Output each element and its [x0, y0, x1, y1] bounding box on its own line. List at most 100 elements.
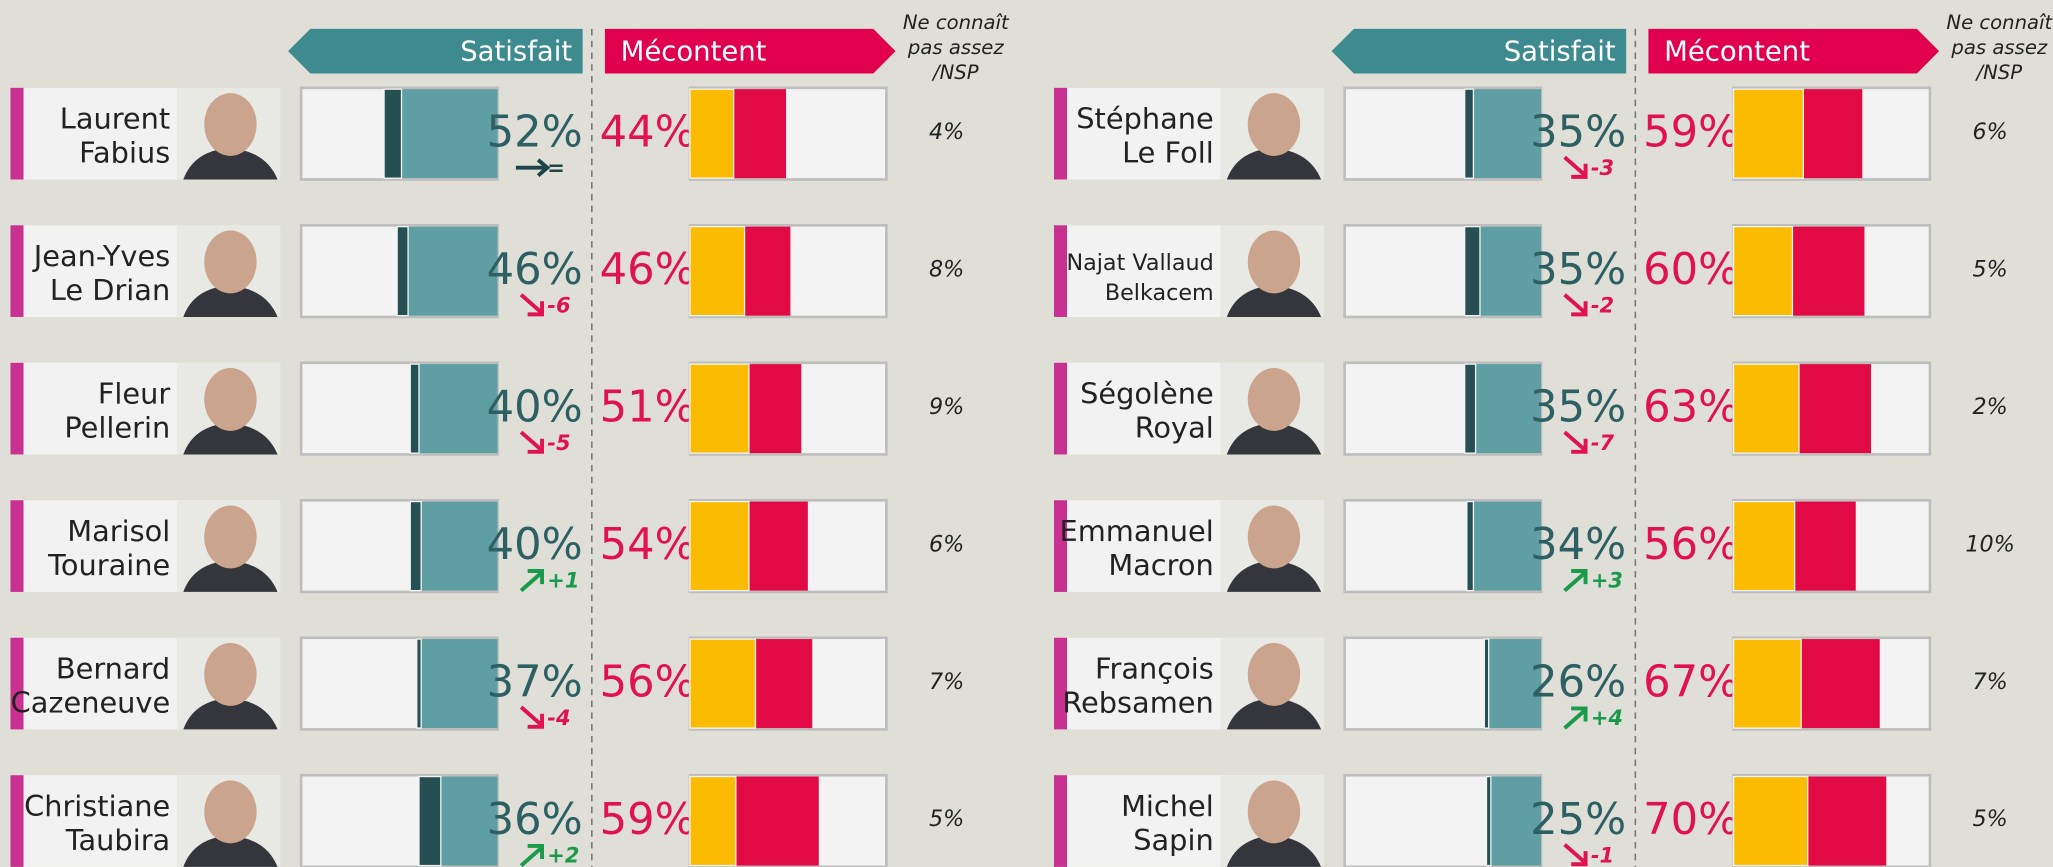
photo-body [1226, 835, 1322, 867]
mec-bar-segment [689, 88, 735, 179]
sat-value: 52% [487, 107, 583, 157]
mec-bar-segment [689, 500, 750, 592]
accent [1053, 637, 1068, 730]
header-satisfied [288, 28, 583, 74]
sat-value: 46% [487, 245, 583, 295]
photo-head [204, 230, 257, 294]
accent [10, 775, 24, 867]
accent [10, 637, 24, 730]
photo-body [1226, 148, 1322, 180]
sat-bar-segment [409, 500, 422, 592]
header-nsp: pas assez [1950, 36, 2047, 59]
accent [1053, 500, 1068, 592]
person-name: Najat Vallaud [1066, 250, 1213, 276]
person-name: Macron [1108, 548, 1213, 582]
photo-body [1226, 285, 1322, 317]
sat-value: 34% [1530, 520, 1626, 570]
mec-bar-segment [689, 363, 750, 454]
person-name: Laurent [60, 102, 170, 136]
accent [10, 362, 24, 455]
person-name: Christiane [24, 789, 170, 823]
change-arrow [519, 843, 545, 867]
mec-bar-segment [689, 638, 757, 729]
sat-value: 35% [1530, 107, 1626, 157]
photo-body [1226, 560, 1322, 592]
mec-value: 59% [600, 795, 696, 845]
photo-head [1247, 93, 1301, 156]
sat-bar-segment [416, 638, 422, 729]
person-name: Taubira [65, 823, 171, 857]
change-arrow [519, 293, 545, 317]
sat-bar-segment [1466, 500, 1475, 592]
person-name: Royal [1135, 411, 1214, 445]
mec-value: 56% [1643, 520, 1739, 570]
photo-body [183, 423, 278, 455]
change-value: +3 [1591, 568, 1623, 592]
sat-value: 40% [487, 520, 583, 570]
header-satisfied-label: Satisfait [460, 35, 572, 67]
photo-body [1226, 697, 1322, 730]
header-discontent-label: Mécontent [1664, 35, 1810, 67]
person-name: Bernard [56, 651, 170, 685]
change-arrow [1563, 155, 1588, 179]
nsp-value: 8% [929, 256, 964, 282]
change-arrow [519, 705, 545, 729]
nsp-value: 10% [1965, 531, 2014, 557]
change-value: -7 [1591, 431, 1615, 455]
header-nsp: /NSP [931, 61, 979, 84]
sat-bar-segment [1464, 88, 1475, 179]
person-name: Pellerin [64, 411, 170, 445]
change-value: -3 [1591, 156, 1614, 180]
sat-bar [416, 639, 498, 729]
photo-body [1226, 423, 1322, 455]
sat-value: 36% [487, 795, 583, 845]
person-name: Jean-Yves [32, 239, 170, 273]
person-name: Stéphane [1076, 102, 1213, 136]
mec-value: 56% [600, 657, 696, 707]
change-arrow [1563, 293, 1588, 317]
photo-body [183, 697, 278, 730]
mec-value: 63% [1643, 382, 1739, 432]
change-value: +4 [1591, 706, 1623, 730]
sat-value: 40% [487, 382, 583, 432]
change-arrow [1563, 569, 1588, 593]
mec-bar-segment [689, 775, 737, 867]
sat-bar-segment [418, 775, 442, 867]
nsp-value: 5% [1972, 806, 2007, 832]
sat-value: 26% [1530, 657, 1626, 707]
sat-bar-segment [396, 225, 409, 317]
sat-bar [410, 364, 498, 454]
change-value: -4 [547, 706, 570, 730]
person-name: Sapin [1133, 823, 1213, 857]
photo-head [204, 780, 257, 844]
accent [10, 87, 24, 180]
sat-bar [397, 226, 498, 316]
change-arrow [519, 430, 545, 454]
accent [1053, 775, 1068, 867]
person-name: Michel [1121, 789, 1214, 823]
header-discontent [1648, 28, 1940, 74]
photo-body [183, 835, 278, 867]
person-name: Belkacem [1105, 280, 1214, 306]
change-arrow [1563, 706, 1588, 730]
mec-bar-segment [1732, 363, 1800, 454]
person-name: Le Foll [1122, 136, 1214, 170]
change-value: -6 [547, 293, 570, 317]
mec-bar-segment [1732, 500, 1796, 592]
person-name: Fabius [79, 136, 170, 170]
header-nsp: pas assez [907, 36, 1004, 59]
header-nsp: /NSP [1975, 61, 2023, 84]
mec-bar-segment [1732, 225, 1794, 317]
photo-head [1247, 505, 1301, 569]
nsp-value: 6% [1972, 119, 2007, 145]
header-discontent [604, 28, 896, 74]
sat-bar [1484, 639, 1542, 729]
nsp-value: 2% [1972, 394, 2007, 420]
person-name: Rebsamen [1062, 686, 1213, 720]
person-name: Le Drian [50, 273, 170, 307]
change-value: +1 [547, 568, 579, 592]
mec-value: 59% [1643, 107, 1739, 157]
photo-head [1247, 368, 1301, 431]
mec-value: 70% [1643, 795, 1739, 845]
